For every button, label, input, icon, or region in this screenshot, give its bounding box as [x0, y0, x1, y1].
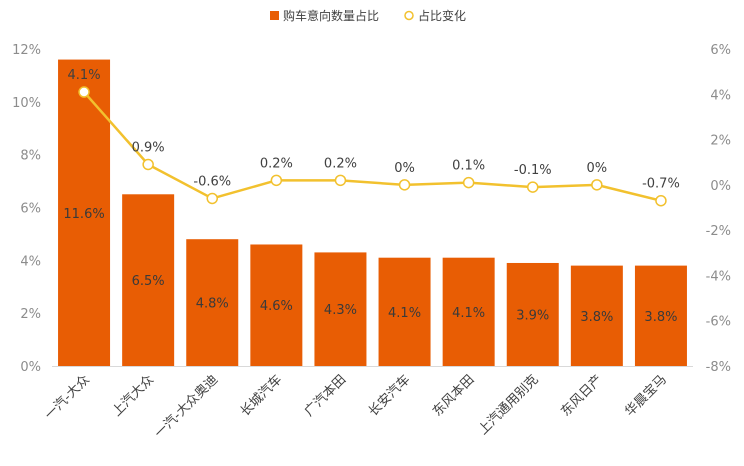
line-point [591, 179, 603, 191]
category-label: 上汽通用别克 [476, 372, 542, 438]
y-right-tick-label: -2% [706, 224, 731, 239]
line-point [206, 192, 218, 205]
line-value-label: 0.9% [132, 140, 165, 155]
line-value-label: -0.6% [193, 174, 231, 189]
category-label: 华晨宝马 [622, 372, 669, 419]
plot-area: 0% 2% 4% 6% 8% 10% 12% -8% -6% -4% -2% 0% 2% 4% 6% 11.6… [12, 43, 731, 441]
y-right-tick-label: -8% [706, 360, 731, 375]
bar-value-label: 3.9% [516, 308, 549, 323]
bar-value-label: 4.3% [324, 303, 357, 318]
line-value-label: 4.1% [68, 68, 101, 83]
bar-value-label: 4.6% [260, 299, 293, 314]
y-left-tick-label: 8% [20, 149, 41, 164]
bar-value-label: 3.8% [644, 310, 677, 325]
bar [122, 194, 175, 366]
y-left-tick-label: 12% [12, 43, 41, 58]
line-point [78, 86, 90, 98]
y-left-tick-label: 6% [20, 202, 41, 217]
line-value-label: -0.7% [642, 177, 680, 192]
bar-value-label: 4.1% [452, 306, 485, 321]
bar-value-label: 4.8% [196, 297, 229, 312]
bar [570, 265, 623, 366]
legend-label-line: 占比变化 [418, 8, 466, 23]
y-right-tick-label: -4% [706, 269, 731, 284]
line-point [655, 194, 667, 207]
y-left-tick-label: 0% [20, 360, 41, 375]
legend-label-bar: 购车意向数量占比 [283, 8, 379, 23]
bar [442, 257, 495, 366]
category-label: 长安汽车 [365, 372, 413, 420]
line-point [270, 174, 283, 187]
bar [378, 257, 431, 366]
line-value-label: 0% [394, 161, 415, 176]
y-left-tick-label: 10% [12, 96, 41, 111]
line-point [527, 181, 539, 193]
bar [314, 252, 367, 366]
line-value-label: 0.2% [324, 156, 357, 171]
category-label: 一汽-大众 [42, 372, 93, 423]
y-right-tick-label: 4% [710, 88, 731, 103]
line-point [398, 179, 411, 191]
line-series [83, 91, 662, 202]
bar [506, 262, 559, 366]
bar-value-label: 11.6% [63, 207, 104, 222]
y-right-tick-label: 6% [710, 43, 731, 58]
line-point [142, 158, 154, 171]
line-point [334, 174, 347, 187]
line-value-label: -0.1% [514, 163, 552, 178]
bar-value-label: 3.8% [580, 310, 613, 325]
category-label: 东风日产 [558, 372, 605, 419]
y-right-tick-label: -6% [706, 315, 731, 330]
y-right-tick-label: 0% [710, 179, 731, 194]
line-value-label: 0.2% [260, 156, 293, 171]
legend-swatch-bar [270, 11, 279, 20]
bar [186, 239, 239, 366]
y-right-tick-label: 2% [710, 134, 731, 149]
bar [634, 265, 687, 366]
line-value-label: 0% [587, 161, 608, 176]
bar-value-label: 4.1% [388, 306, 421, 321]
y-left-tick-label: 4% [20, 254, 41, 269]
line-value-label: 0.1% [452, 159, 485, 174]
y-left-tick-label: 2% [20, 307, 41, 322]
bar-value-label: 6.5% [132, 274, 165, 289]
category-label: 广汽本田 [302, 372, 349, 419]
category-label: 东风本田 [430, 372, 477, 419]
category-label: 长城汽车 [237, 372, 285, 420]
line-point [462, 176, 475, 189]
bar [250, 244, 303, 366]
category-label: 一汽-大众奥迪 [152, 372, 221, 441]
category-label: 上汽大众 [110, 372, 157, 419]
legend-marker-line [404, 10, 414, 21]
legend: 购车意向数量占比 占比变化 [270, 8, 466, 23]
